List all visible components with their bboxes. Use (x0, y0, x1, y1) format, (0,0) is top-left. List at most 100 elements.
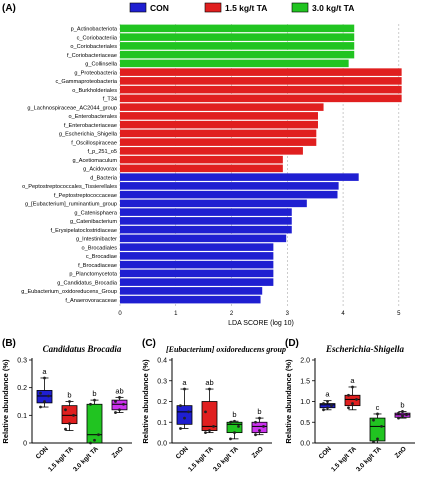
panel-c-box-chart: (C) [Eubacterium] oxidoreducens group 0.0 0… (141, 338, 286, 473)
lda-bars (120, 24, 402, 304)
x-category-label-c-0: CON (175, 445, 190, 460)
lda-bar-20 (120, 199, 307, 208)
sig-letter-c-0: a (182, 378, 187, 387)
lda-x-tick-4: 4 (341, 311, 345, 317)
lda-bar-31 (120, 295, 261, 304)
y-tick-label-c-4: 0.4 (157, 358, 167, 365)
x-category-label-c-1: 1.5 kg/t TA (187, 445, 215, 473)
box-d-1 (344, 394, 361, 407)
lda-category-label-27: f_Brocadiaceae (78, 263, 117, 269)
point-b-0-2 (47, 394, 50, 398)
lda-bar-26 (120, 252, 274, 260)
point-d-3-4 (401, 410, 404, 413)
lda-category-label-1: c_Coriobacteriia (77, 35, 118, 41)
lda-bar-7 (120, 85, 402, 94)
point-d-0-1 (326, 406, 329, 410)
box-b-2 (86, 403, 103, 444)
x-category-label-b-3: ZnO (111, 445, 125, 459)
point-b-2-3 (89, 402, 92, 406)
lda-category-label-25: o_Brocadiales (82, 245, 118, 251)
lda-bar-17 (120, 173, 359, 181)
lda-category-label-16: g_Acidovorax (83, 167, 117, 173)
point-c-2-2 (237, 425, 240, 428)
lda-bar-30 (120, 287, 263, 295)
point-b-2-4 (93, 398, 96, 402)
legend-swatch-0 (129, 2, 147, 13)
point-c-0-2 (187, 410, 190, 414)
y-tick-label-b-1: 0.1 (17, 413, 27, 420)
sig-letter-d-0: a (325, 390, 330, 399)
panel-label-d: (D) (285, 338, 299, 349)
point-d-3-0 (397, 416, 400, 420)
y-tick-label-c-3: 0.3 (157, 378, 167, 385)
point-b-0-0 (39, 405, 42, 409)
point-c-0-3 (179, 404, 182, 408)
lda-bar-18 (120, 182, 339, 190)
lda-bar-2 (120, 42, 355, 50)
sig-letter-b-1: b (67, 391, 71, 400)
lda-category-label-6: c_Gammaproteobacteria (55, 79, 117, 85)
y-tick-label-b-0: 0 (23, 441, 27, 448)
sig-letter-c-1: ab (205, 378, 213, 387)
lda-bar-12 (120, 129, 317, 138)
point-b-2-1 (93, 438, 96, 442)
legend: CON 1.5 kg/t TA 3.0 kg/t TA (129, 2, 354, 13)
box-c-0 (176, 405, 193, 425)
point-c-1-0 (204, 431, 207, 435)
lda-category-label-13: f_Oscillospiraceae (71, 140, 117, 146)
point-c-0-1 (183, 416, 186, 420)
y-axis-label-b: Relative abundance (%) (1, 359, 10, 444)
box-d-2 (369, 417, 386, 442)
lda-bar-13 (120, 138, 317, 146)
lda-x-tick-2: 2 (230, 311, 234, 317)
point-c-3-0 (254, 433, 257, 437)
lda-category-label-15: g_Acetiomaculum (73, 158, 118, 164)
lda-category-label-10: o_Enterobacterales (68, 114, 117, 120)
panel-a-lda-chart: (A) CON 1.5 kg/t TA 3.0 kg/t TA p_Actinoba… (2, 2, 402, 327)
lda-category-label-22: g_Catenibacterium (70, 219, 117, 225)
lda-category-label-9: g_Lachnospiraceae_AC2044_group (27, 105, 117, 111)
point-d-1-4 (351, 385, 354, 389)
point-d-3-3 (397, 411, 400, 415)
point-d-2-0 (372, 440, 375, 444)
point-d-1-3 (347, 393, 350, 397)
lda-x-tick-5: 5 (397, 311, 401, 317)
x-category-label-b-2: 3.0 kg/t TA (72, 445, 100, 473)
point-c-2-0 (229, 437, 232, 441)
panel-title-d: Escherichia-Shigella (325, 344, 405, 354)
point-c-2-1 (233, 431, 236, 435)
y-tick-label-d-4: 2.0 (300, 358, 310, 365)
y-axis-label-d: Relative abundance (%) (284, 359, 293, 444)
lda-category-label-12: g_Escherichia_Shigella (59, 132, 118, 138)
point-c-2-3 (229, 420, 232, 424)
y-tick-label-c-0: 0.0 (157, 441, 167, 448)
point-d-3-2 (405, 413, 408, 417)
point-c-3-1 (258, 429, 261, 432)
lda-category-label-19: f_Peptostreptococcaceae (54, 193, 117, 199)
y-axis-label-c: Relative abundance (%) (141, 359, 150, 444)
y-tick-label-d-3: 1.5 (300, 378, 310, 385)
x-category-label-b-1: 1.5 kg/t TA (47, 445, 75, 473)
point-b-3-2 (122, 402, 125, 406)
point-b-1-2 (72, 413, 75, 417)
sig-letter-b-0: a (42, 367, 47, 376)
point-d-1-1 (351, 402, 354, 405)
legend-swatch-2 (291, 2, 309, 13)
lda-bar-22 (120, 217, 292, 225)
lda-x-tick-0: 0 (118, 311, 122, 317)
lda-bar-23 (120, 225, 292, 234)
lda-bar-0 (120, 24, 355, 33)
point-c-0-0 (179, 427, 182, 430)
lda-category-label-20: g_[Eubacterium]_ruminantium_group (25, 202, 117, 208)
x-category-label-d-2: 3.0 kg/t TA (355, 445, 383, 473)
point-c-0-4 (183, 387, 186, 391)
point-d-2-2 (380, 425, 383, 428)
lda-bar-9 (120, 103, 324, 111)
point-b-3-1 (118, 408, 121, 412)
lda-bar-29 (120, 278, 274, 286)
legend-label-0: CON (150, 3, 169, 13)
point-b-3-4 (118, 395, 121, 399)
sig-letter-c-2: b (232, 410, 236, 419)
point-c-3-4 (258, 416, 261, 420)
